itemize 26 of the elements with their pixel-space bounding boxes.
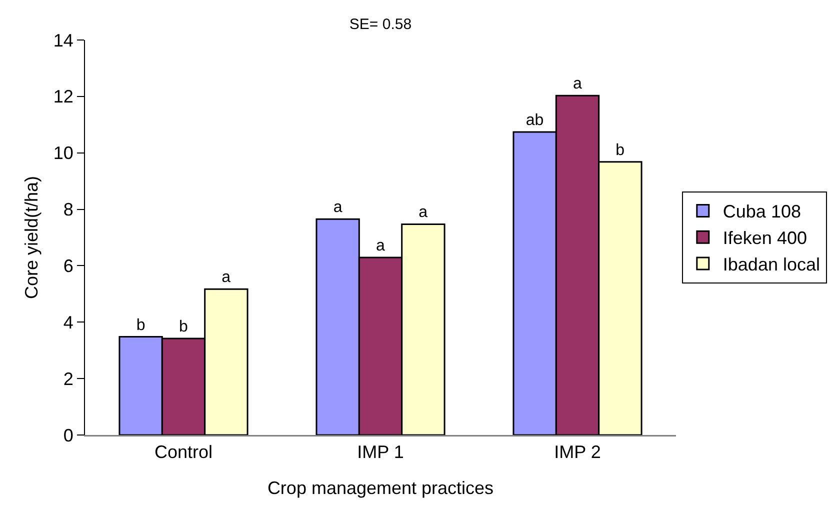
- y-tick-label: 2: [63, 368, 74, 389]
- y-tick-label: 8: [63, 200, 74, 220]
- legend-label: Cuba 108: [722, 202, 801, 222]
- y-tick-label: 0: [63, 425, 74, 446]
- y-axis-title: Core yield(t/ha): [22, 176, 42, 300]
- x-tick-label: IMP 2: [554, 442, 601, 462]
- x-axis-title: Crop management practices: [267, 478, 494, 498]
- chart-title: SE= 0.58: [349, 16, 412, 33]
- y-tick-label: 6: [63, 256, 74, 276]
- data-label: b: [616, 142, 625, 159]
- y-tick-label: 14: [53, 30, 74, 50]
- x-tick-label: Control: [154, 442, 213, 462]
- data-label: a: [573, 76, 582, 93]
- y-tick-label: 12: [53, 86, 74, 107]
- data-label: b: [179, 318, 188, 336]
- y-tick-label: 4: [63, 312, 74, 332]
- data-label: a: [333, 199, 342, 216]
- data-label: a: [376, 238, 385, 255]
- data-label: ab: [526, 112, 544, 129]
- y-tick-label: 10: [53, 143, 74, 164]
- data-label: a: [418, 204, 428, 222]
- x-tick-label: IMP 1: [357, 442, 404, 462]
- legend-label: Ifeken 400: [722, 228, 807, 248]
- data-label: a: [222, 269, 231, 286]
- data-label: b: [136, 316, 146, 334]
- legend-label: Ibadan local: [722, 254, 820, 275]
